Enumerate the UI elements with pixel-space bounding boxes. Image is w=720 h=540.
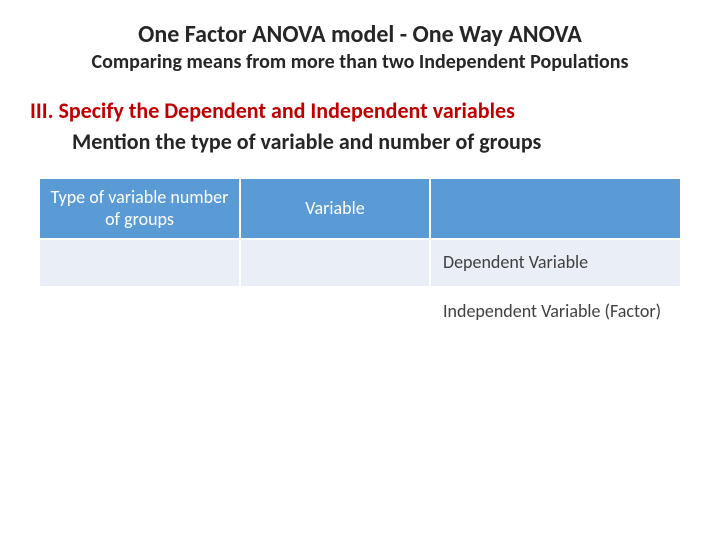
cell-variable	[240, 287, 430, 335]
cell-role: Dependent Variable	[430, 239, 680, 287]
cell-role: Independent Variable (Factor)	[430, 287, 680, 335]
col-header-variable: Variable	[240, 179, 430, 239]
table-row: Dependent Variable	[40, 239, 680, 287]
table-header-row: Type of variable number of groups Variab…	[40, 179, 680, 239]
section-subheading: Mention the type of variable and number …	[72, 128, 690, 155]
title-block: One Factor ANOVA model - One Way ANOVA C…	[30, 20, 690, 75]
page-subtitle: Comparing means from more than two Indep…	[30, 50, 690, 75]
variables-table: Type of variable number of groups Variab…	[40, 179, 680, 335]
col-header-blank	[430, 179, 680, 239]
table-row: Independent Variable (Factor)	[40, 287, 680, 335]
page-title: One Factor ANOVA model - One Way ANOVA	[30, 20, 690, 50]
cell-variable	[240, 239, 430, 287]
cell-type	[40, 287, 240, 335]
section-heading: III. Specify the Dependent and Independe…	[30, 97, 690, 124]
cell-type	[40, 239, 240, 287]
col-header-type: Type of variable number of groups	[40, 179, 240, 239]
